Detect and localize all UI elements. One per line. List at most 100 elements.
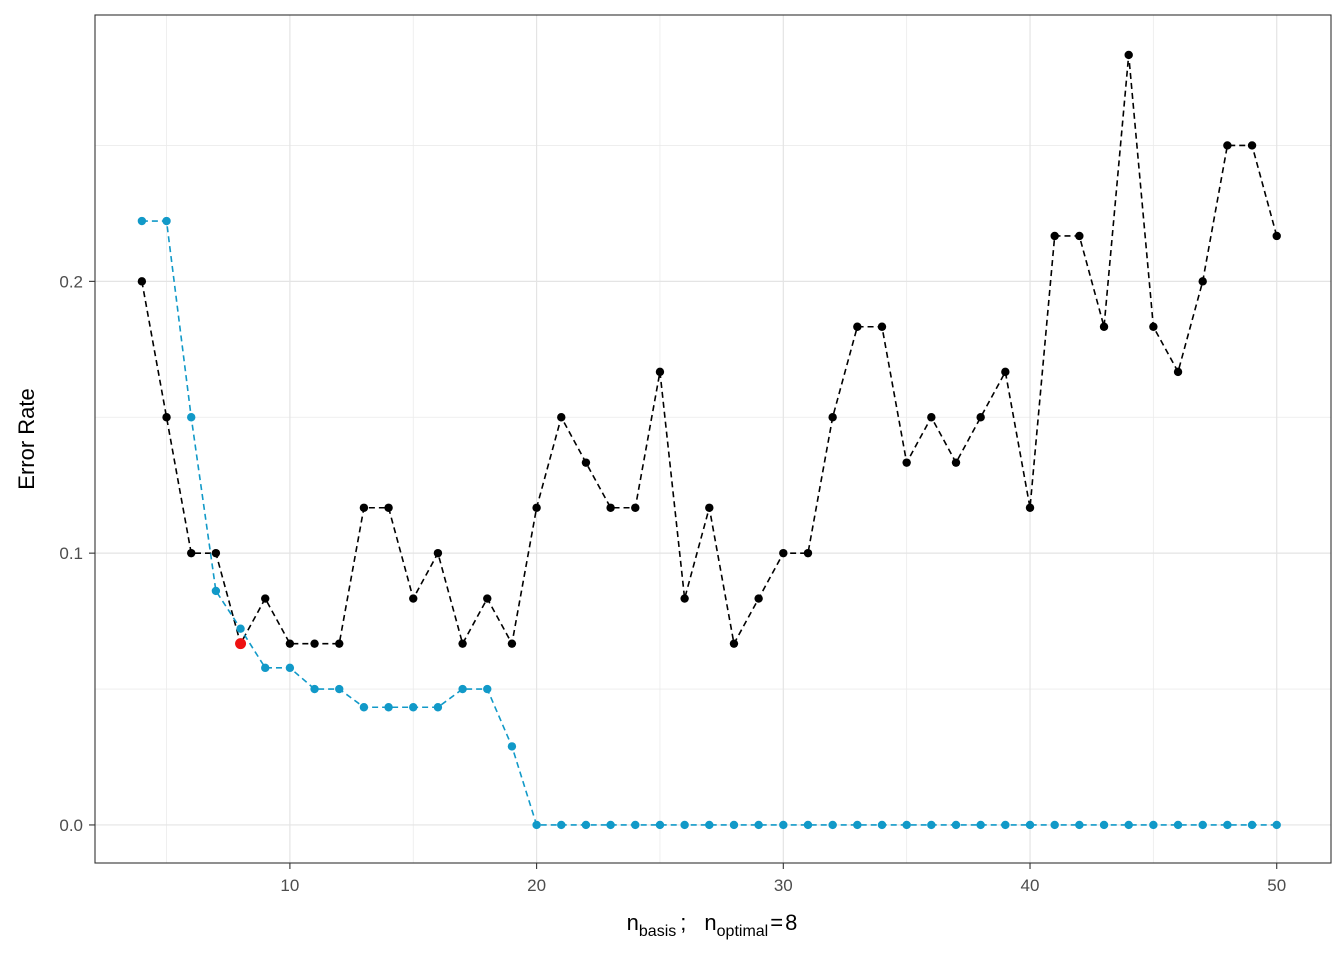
- data-point: [705, 503, 714, 512]
- data-point: [1001, 820, 1010, 830]
- data-point: [803, 548, 813, 558]
- data-point: [236, 624, 245, 633]
- data-point: [828, 413, 837, 422]
- plot-panel-background: [95, 15, 1331, 863]
- data-point: [409, 594, 418, 603]
- plot-panel-border: [94, 14, 1332, 864]
- data-point: [211, 548, 221, 558]
- data-point: [384, 503, 393, 512]
- data-point: [359, 503, 369, 512]
- x-tick-label: 20: [527, 876, 546, 895]
- x-axis-title-equals: =: [770, 910, 783, 935]
- data-point: [335, 684, 344, 694]
- data-point: [927, 413, 936, 422]
- data-point: [1198, 820, 1207, 830]
- data-point: [902, 458, 911, 467]
- data-point: [779, 548, 788, 558]
- data-point: [187, 548, 196, 558]
- data-point: [1223, 141, 1232, 150]
- data-point: [1149, 322, 1158, 331]
- highlight-layer: [235, 638, 247, 650]
- y-tick-label: 0.1: [59, 544, 83, 563]
- data-point: [754, 594, 763, 603]
- data-point: [162, 413, 171, 422]
- data-point: [557, 820, 566, 830]
- data-point: [285, 639, 295, 648]
- data-point: [1173, 820, 1183, 830]
- data-point: [729, 639, 739, 648]
- data-point: [310, 684, 319, 694]
- data-point: [1272, 231, 1281, 241]
- data-point: [655, 820, 665, 830]
- data-point: [853, 322, 862, 331]
- y-axis-ticks: 0.0 0.1 0.2: [59, 272, 95, 835]
- data-point: [1025, 503, 1035, 512]
- data-point: [705, 820, 714, 830]
- data-point: [409, 703, 418, 712]
- data-point: [285, 663, 295, 673]
- x-axis-title-separator: ;: [680, 910, 686, 935]
- data-point: [1099, 820, 1109, 830]
- data-point: [1198, 277, 1207, 286]
- data-point: [433, 548, 443, 558]
- data-point: [1025, 820, 1035, 830]
- data-point: [680, 820, 689, 830]
- x-axis-title-optimal-subscript: optimal: [717, 923, 769, 940]
- data-point: [951, 458, 961, 467]
- data-point: [680, 594, 689, 603]
- y-axis-title: Error Rate: [14, 388, 39, 489]
- x-tick-label: 30: [774, 876, 793, 895]
- data-point: [458, 684, 467, 694]
- data-point: [1247, 141, 1257, 150]
- data-point: [779, 820, 788, 830]
- data-point: [1001, 367, 1010, 377]
- data-point: [1124, 50, 1133, 60]
- x-axis-ticks: 10 20 30 40 50: [280, 863, 1286, 895]
- data-point: [310, 639, 319, 648]
- x-tick-label: 10: [280, 876, 299, 895]
- x-axis-title: nbasis; noptimal=8: [627, 910, 798, 940]
- data-point: [902, 820, 911, 830]
- data-point: [729, 820, 739, 830]
- data-point: [581, 820, 591, 830]
- data-point: [1149, 820, 1158, 830]
- data-point: [483, 684, 492, 694]
- data-point: [631, 820, 640, 830]
- optimal-point: [235, 638, 247, 650]
- data-point: [187, 413, 196, 422]
- series-1: [137, 216, 1281, 830]
- y-tick-label: 0.0: [59, 816, 83, 835]
- data-point: [1124, 820, 1133, 830]
- x-tick-label: 50: [1267, 876, 1286, 895]
- data-point: [507, 742, 517, 751]
- x-axis-title-n-optimal: n: [704, 910, 716, 935]
- data-point: [976, 413, 985, 422]
- x-axis-title-optimal-value: 8: [785, 910, 797, 935]
- data-point: [162, 216, 171, 226]
- data-point: [1075, 231, 1084, 241]
- data-point: [1050, 231, 1059, 241]
- x-tick-label: 40: [1021, 876, 1040, 895]
- data-point: [877, 322, 887, 331]
- data-point: [853, 820, 862, 830]
- data-point: [1173, 367, 1183, 377]
- x-axis-title-n-basis: n: [627, 910, 639, 935]
- data-point: [384, 703, 393, 712]
- data-point: [335, 639, 344, 648]
- data-point: [655, 367, 665, 377]
- data-point: [976, 820, 985, 830]
- series-line: [141, 220, 1277, 826]
- data-point: [951, 820, 961, 830]
- data-point: [1272, 820, 1281, 830]
- data-point: [261, 594, 270, 603]
- x-axis-title-basis-subscript: basis: [639, 923, 676, 940]
- data-point: [754, 820, 763, 830]
- data-point: [606, 503, 615, 512]
- data-point: [359, 703, 369, 712]
- data-point: [1223, 820, 1232, 830]
- data-point: [581, 458, 591, 467]
- data-point: [631, 503, 640, 512]
- data-point: [532, 820, 541, 830]
- data-point: [1075, 820, 1084, 830]
- y-tick-label: 0.2: [59, 272, 83, 291]
